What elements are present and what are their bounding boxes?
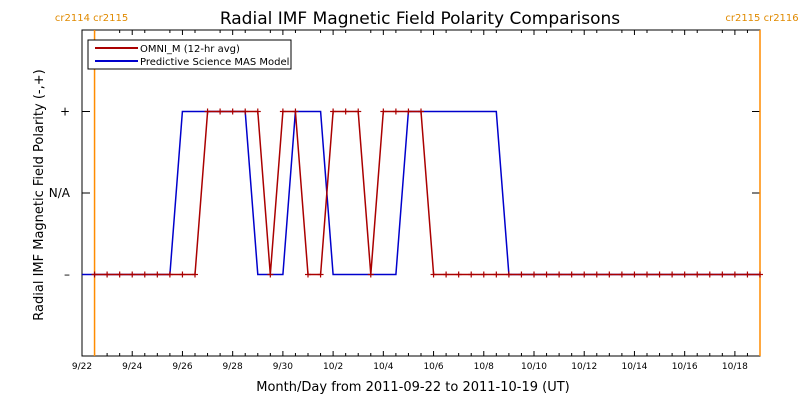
omni-data-point [744,271,751,278]
omni-data-point [242,108,249,115]
x-tick-label: 10/16 [672,362,698,372]
omni-data-point [681,271,688,278]
omni-data-point [731,271,738,278]
legend-box [87,39,292,70]
x-tick-label: 9/22 [72,362,92,372]
omni-series-line [94,110,760,276]
y-tick-label: N/A [49,186,71,200]
omni-data-point [330,108,337,115]
omni-data-point [392,108,399,115]
omni-data-point [719,271,726,278]
x-tick-label: 10/10 [521,362,547,372]
x-tick-label: 9/30 [273,362,293,372]
omni-data-point [279,108,286,115]
x-tick-label: 9/28 [223,362,243,372]
omni-data-point [405,108,412,115]
x-tick-label: 10/18 [722,362,748,372]
chart-title: Radial IMF Magnetic Field Polarity Compa… [220,9,620,29]
omni-data-point [166,271,173,278]
omni-data-point [581,271,588,278]
omni-data-point [418,108,424,115]
omni-data-point [618,271,625,278]
omni-data-point [179,271,186,278]
omni-data-point [455,271,462,278]
omni-data-point [556,271,563,278]
legend-label-omni: OMNI_M (12-hr avg) [140,44,240,55]
carrington-rotation-label: cr2115 cr2116 [725,13,798,24]
omni-data-point [531,271,537,278]
carrington-rotation-label: cr2114 cr2115 [55,13,128,24]
legend-label-mas: Predictive Science MAS Model [140,57,289,68]
omni-data-point [480,271,487,278]
omni-data-point [631,271,638,278]
x-tick-label: 10/4 [373,362,393,372]
omni-data-point [342,108,349,115]
omni-data-point [229,108,236,115]
x-tick-label: 10/2 [323,362,343,372]
omni-data-point [593,271,600,278]
omni-data-point [367,271,374,278]
omni-data-point [568,271,575,278]
series-layer [82,108,763,278]
omni-data-point [116,271,123,278]
omni-data-point [267,271,274,278]
plot-frame [81,29,761,357]
y-tick-label: – [64,268,70,282]
omni-data-point [493,271,500,278]
omni-data-point [430,271,437,278]
omni-data-point [292,108,299,115]
omni-data-point [317,271,324,278]
legend: OMNI_M (12-hr avg) Predictive Science MA… [87,39,292,70]
omni-data-point [606,271,613,278]
omni-data-point [204,108,211,115]
omni-data-point [355,108,362,115]
x-tick-label: 10/12 [571,362,597,372]
omni-data-point [192,271,198,278]
omni-data-point [104,271,111,278]
omni-data-point [380,108,387,115]
x-axis-label: Month/Day from 2011-09-22 to 2011-10-19 … [256,380,569,395]
omni-data-point [154,271,161,278]
omni-data-point [505,271,512,278]
omni-data-point [706,271,713,278]
omni-data-point [543,271,550,278]
omni-data-point [254,108,261,115]
omni-data-point [141,271,148,278]
omni-data-point [91,271,98,278]
x-tick-label: 9/24 [122,362,142,372]
omni-data-point [694,271,701,278]
omni-data-point [217,108,224,115]
omni-data-point [757,271,763,278]
x-tick-label: 10/8 [474,362,494,372]
omni-data-point [305,271,311,278]
omni-data-point [443,271,450,278]
x-tick-label: 10/14 [621,362,647,372]
omni-data-point [656,271,663,278]
y-axis-label: Radial IMF Magnetic Field Polarity (-,+) [32,69,47,320]
axis-ticks: 9/22 9/24 9/26 9/28 9/30 10/2 10/4 10/6 10/8 10/1… [49,30,760,372]
x-tick-label: 9/26 [172,362,192,372]
carrington-markers: cr2114 cr2115 cr2115 cr2116 [55,13,799,356]
omni-data-point [518,271,525,278]
omni-data-point [644,271,650,278]
omni-data-point [669,271,676,278]
x-tick-label: 10/6 [423,362,443,372]
omni-data-point [129,271,136,278]
omni-data-point [468,271,475,278]
y-tick-label: + [60,105,70,119]
mas-series-line [82,110,760,276]
